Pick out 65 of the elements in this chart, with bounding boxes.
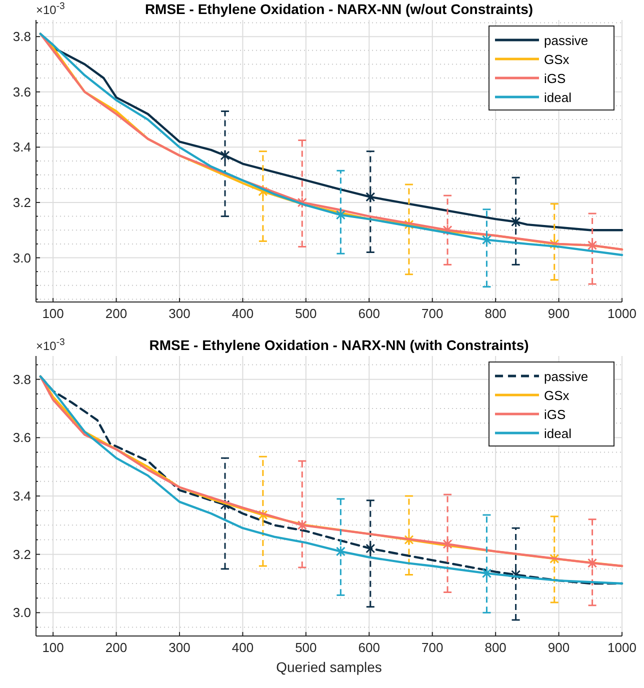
x-tick-label: 1000 xyxy=(608,640,636,655)
point xyxy=(336,546,346,558)
point xyxy=(511,216,521,228)
y-tick-label: 3.0 xyxy=(12,250,31,266)
legend-label: iGS xyxy=(544,407,566,422)
x-tick-label: 700 xyxy=(422,306,444,321)
legend-label: GSx xyxy=(544,388,570,403)
legend-label: ideal xyxy=(544,426,572,441)
x-tick-label: 600 xyxy=(358,306,380,321)
x-tick-label: 200 xyxy=(105,640,128,655)
point xyxy=(588,557,598,569)
chart-title: RMSE - Ethylene Oxidation - NARX-NN (with Constraints) xyxy=(149,337,529,353)
point xyxy=(511,569,521,580)
point xyxy=(220,150,230,162)
x-tick-label: 100 xyxy=(42,640,64,655)
point xyxy=(366,191,376,203)
point xyxy=(550,238,560,250)
legend-label: passive xyxy=(544,369,588,384)
y-tick-label: 3.2 xyxy=(12,546,31,562)
x-tick-label: 300 xyxy=(168,306,190,321)
point xyxy=(404,218,414,230)
y-tick-label: 3.8 xyxy=(12,29,31,44)
y-tick-label: 3.2 xyxy=(12,194,31,210)
x-tick-label: 900 xyxy=(548,306,570,321)
y-tick-label: 3.4 xyxy=(12,140,31,155)
x-tick-label: 800 xyxy=(484,640,506,655)
x-tick-label: 100 xyxy=(42,306,64,321)
x-tick-label: 900 xyxy=(548,640,570,655)
point xyxy=(258,186,268,198)
point xyxy=(442,224,452,236)
legend-label: iGS xyxy=(544,71,566,86)
legend-label: passive xyxy=(544,33,588,48)
point xyxy=(366,542,376,554)
x-tick-label: 1000 xyxy=(608,306,636,321)
x-axis-title: Queried samples xyxy=(276,659,382,675)
x-tick-label: 400 xyxy=(232,306,254,321)
chart-title: RMSE - Ethylene Oxidation - NARX-NN (w/out Constraints) xyxy=(144,1,534,17)
point xyxy=(336,209,346,221)
x-tick-label: 700 xyxy=(422,640,444,655)
point xyxy=(220,499,230,510)
point xyxy=(404,534,414,546)
x-tick-label: 300 xyxy=(168,640,190,655)
point xyxy=(297,196,307,208)
point xyxy=(482,568,492,580)
legend-label: ideal xyxy=(544,90,572,105)
point xyxy=(550,552,560,564)
y-tick-label: 3.4 xyxy=(12,488,31,504)
x-tick-label: 200 xyxy=(105,306,128,321)
y-tick-label: 3.0 xyxy=(12,605,31,620)
point xyxy=(258,509,268,521)
x-tick-label: 500 xyxy=(295,640,317,655)
x-tick-label: 500 xyxy=(295,306,317,321)
y-tick-label: 3.6 xyxy=(12,84,31,100)
text: ×10$^{-3}$ xyxy=(36,0,65,17)
x-tick-label: 400 xyxy=(232,640,254,655)
point xyxy=(588,240,598,252)
x-tick-label: 800 xyxy=(484,306,506,321)
point xyxy=(442,538,452,550)
point xyxy=(297,519,307,531)
y-tick-label: 3.6 xyxy=(12,430,31,446)
legend-label: GSx xyxy=(544,52,570,67)
x-tick-label: 600 xyxy=(358,640,380,655)
point xyxy=(482,234,492,246)
text: ×10$^{-3}$ xyxy=(36,336,65,353)
y-tick-label: 3.8 xyxy=(12,372,31,387)
